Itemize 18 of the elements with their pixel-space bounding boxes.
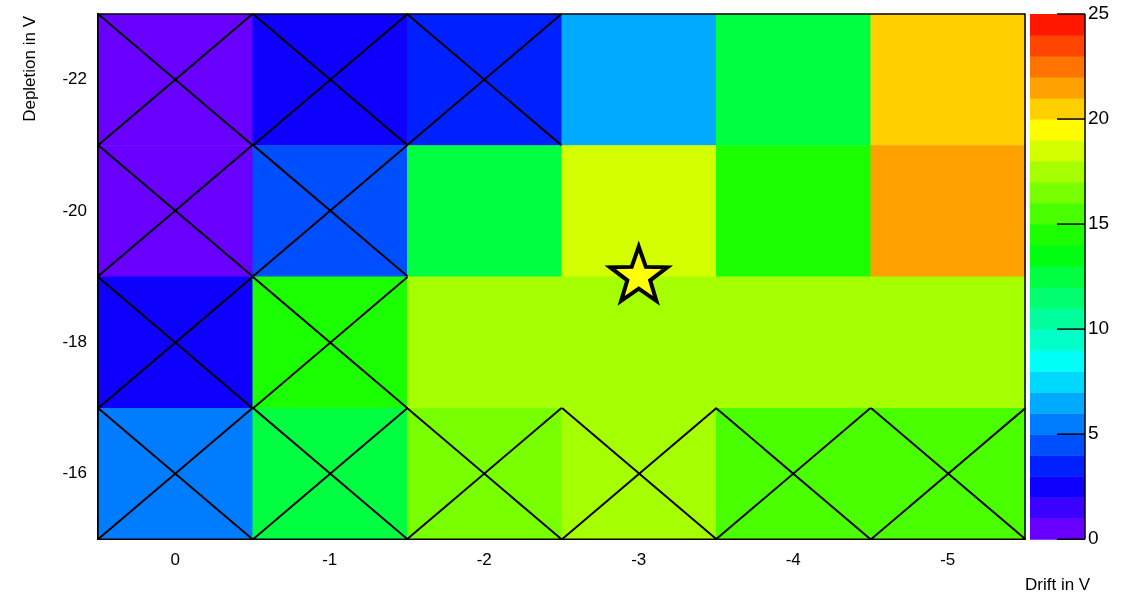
color-bar-label: 15: [1088, 212, 1110, 234]
y-tick-label: -20: [62, 200, 87, 220]
x-tick-label: -3: [631, 550, 647, 570]
x-tick-label: -1: [322, 550, 338, 570]
x-tick-label: -4: [785, 550, 801, 570]
y-tick-label: -22: [62, 69, 87, 89]
x-tick-label: -5: [940, 550, 956, 570]
y-axis-title: Depletion in V: [19, 15, 39, 122]
color-bar-label: 10: [1088, 317, 1110, 339]
color-bar-label: 5: [1088, 422, 1099, 444]
x-tick-label: -2: [476, 550, 492, 570]
color-bar-label: 25: [1088, 2, 1110, 24]
y-tick-label: -18: [62, 331, 87, 351]
x-axis-title: Drift in V: [1025, 575, 1091, 595]
y-tick-label: -16: [62, 463, 87, 483]
color-bar-label: 0: [1088, 527, 1099, 549]
x-tick-label: 0: [170, 550, 180, 570]
color-bar-label: 20: [1088, 107, 1110, 129]
